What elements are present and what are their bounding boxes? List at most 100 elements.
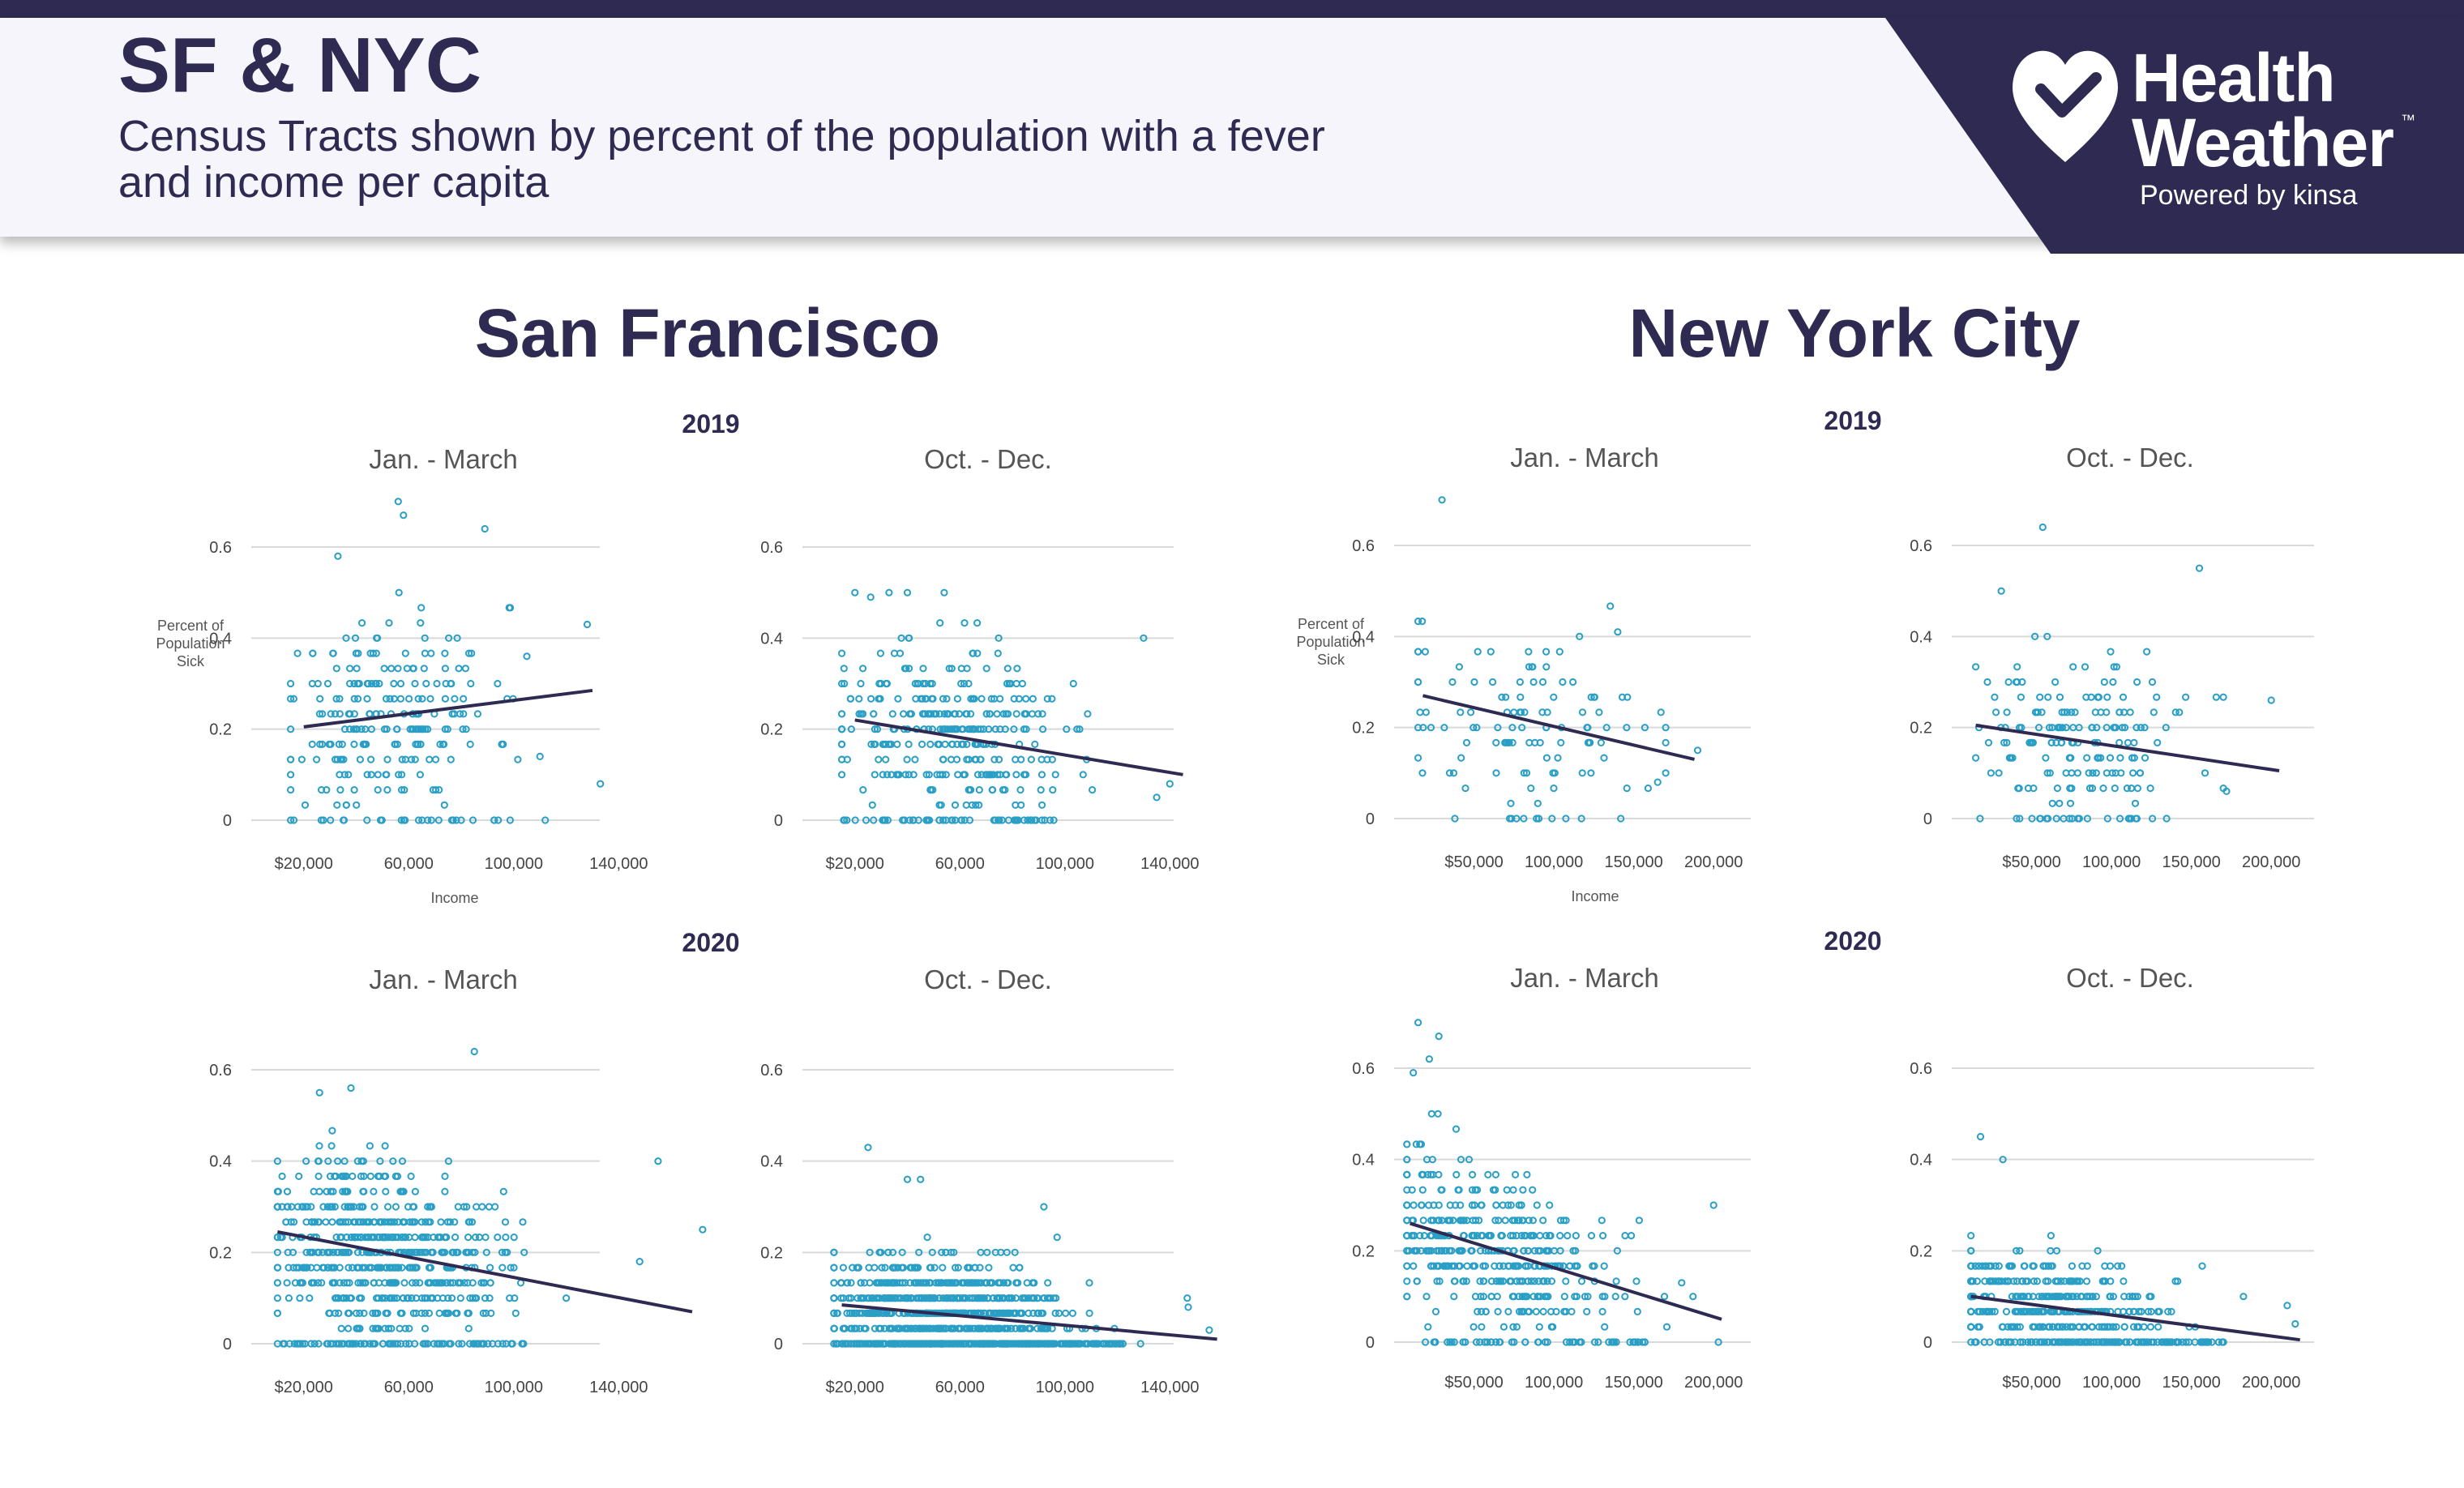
data-point (926, 679, 935, 688)
data-point (954, 771, 962, 779)
data-point (2110, 724, 2118, 732)
data-point (411, 679, 419, 688)
data-point (1478, 1307, 1486, 1316)
data-point (1487, 1277, 1496, 1285)
data-point (2048, 724, 2056, 732)
data-point (451, 1218, 459, 1226)
data-point (2045, 724, 2054, 732)
data-point (398, 1264, 406, 1272)
data-point (387, 665, 396, 673)
data-point (973, 771, 982, 779)
data-point (2108, 769, 2116, 777)
data-point (452, 816, 460, 824)
data-point (915, 1324, 924, 1332)
data-point (412, 1294, 421, 1302)
data-point (2107, 648, 2115, 656)
x-tick-label: 140,000 (589, 1379, 648, 1396)
data-point (1550, 785, 1558, 793)
data-point (877, 1248, 885, 1256)
panel-period-title: Oct. - Dec. (924, 964, 1052, 994)
data-point (335, 1309, 343, 1318)
data-point (2120, 724, 2129, 732)
data-point (2100, 678, 2108, 686)
data-point (2047, 1232, 2055, 1240)
data-point (2036, 815, 2044, 823)
data-point (884, 1248, 892, 1256)
data-point (334, 552, 342, 560)
data-point (1044, 1324, 1052, 1332)
data-point (287, 679, 295, 688)
data-point (1587, 693, 1595, 701)
data-point (2073, 1338, 2081, 1346)
data-point (967, 710, 975, 718)
data-point (991, 725, 999, 733)
year-title-nyc-2020: 2020 (1824, 926, 1881, 956)
data-point (1457, 754, 1465, 762)
data-point (394, 498, 402, 506)
data-point (398, 771, 406, 779)
data-point (421, 1309, 430, 1318)
data-point (2035, 1293, 2043, 1301)
year-title-nyc-2019: 2019 (1824, 406, 1881, 435)
data-point (2038, 523, 2047, 532)
data-point (2019, 1307, 2027, 1316)
data-point (926, 1279, 934, 1287)
data-point (464, 1234, 473, 1242)
data-point (928, 1248, 936, 1256)
data-point (359, 1218, 367, 1226)
data-point (2069, 663, 2077, 671)
data-point (376, 816, 385, 824)
data-point (939, 771, 947, 779)
data-point (2053, 785, 2061, 793)
y-tick-label: 0.4 (1352, 1152, 1375, 1169)
data-point (879, 771, 887, 779)
data-point (1020, 725, 1029, 733)
data-point (381, 1279, 389, 1287)
data-point (1572, 1246, 1580, 1255)
data-point (2267, 696, 2275, 704)
data-point (1457, 708, 1465, 716)
data-point (1578, 769, 1586, 777)
data-point (2036, 1323, 2044, 1331)
data-point (484, 1340, 492, 1348)
data-point (503, 1248, 511, 1256)
data-point (468, 1294, 477, 1302)
data-point (502, 1234, 510, 1242)
data-point (1018, 1294, 1026, 1302)
data-point (1048, 695, 1056, 703)
data-point (478, 1203, 486, 1211)
data-point (1030, 1294, 1038, 1302)
x-tick-label: 200,000 (1684, 853, 1743, 871)
data-point (1653, 778, 1662, 786)
data-point (843, 816, 851, 824)
data-point (2042, 1277, 2050, 1285)
data-point (995, 755, 1003, 763)
data-point (2052, 815, 2060, 823)
data-point (982, 1279, 990, 1287)
data-point (273, 1279, 281, 1287)
data-point (911, 679, 919, 688)
data-point (999, 1309, 1007, 1318)
data-point (1611, 1338, 1619, 1346)
data-point (1166, 780, 1174, 788)
data-point (342, 801, 350, 809)
data-point (473, 1294, 481, 1302)
data-point (2036, 693, 2044, 701)
data-point (2144, 1307, 2152, 1316)
data-point (380, 725, 389, 733)
data-point (1456, 1216, 1465, 1225)
data-point (273, 1248, 281, 1256)
data-point (1499, 1323, 1508, 1331)
data-point (1976, 815, 1984, 823)
data-point (315, 710, 323, 718)
data-point (1481, 1262, 1490, 1270)
data-point (2174, 1338, 2182, 1346)
data-point (506, 816, 515, 824)
data-point (969, 1294, 977, 1302)
data-point (905, 1340, 913, 1348)
data-point (942, 1248, 950, 1256)
data-point (2146, 1323, 2154, 1331)
data-point (331, 1203, 339, 1211)
data-point (486, 1279, 494, 1287)
data-point (1539, 1307, 1547, 1316)
